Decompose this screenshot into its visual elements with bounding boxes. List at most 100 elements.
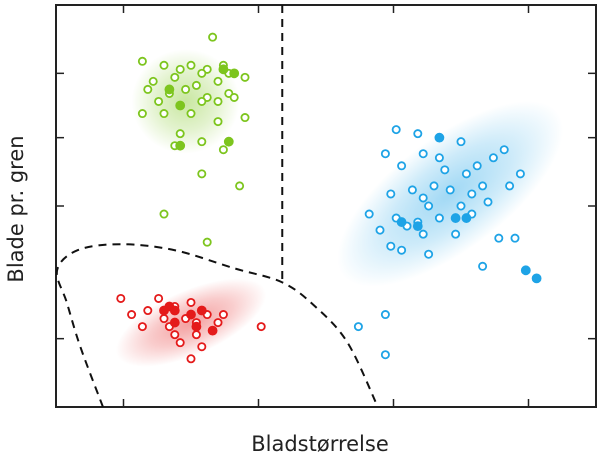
blue-point-filled-0 <box>434 132 445 143</box>
green-point-filled-3 <box>175 100 186 111</box>
blue-point-open-20 <box>515 169 525 179</box>
green-point-open-12 <box>213 76 223 86</box>
blue-point-open-22 <box>456 201 466 211</box>
blue-point-open-10 <box>440 165 450 175</box>
data-points <box>116 32 542 364</box>
green-point-open-1 <box>137 56 147 66</box>
blue-point-open-35 <box>386 241 396 251</box>
green-point-open-0 <box>208 32 218 42</box>
red-point-open-13 <box>213 318 223 328</box>
blue-point-open-34 <box>510 233 520 243</box>
x-axis-label: Bladstørrelse <box>251 432 389 456</box>
curved-boundary <box>56 243 379 407</box>
blue-point-open-16 <box>418 193 428 203</box>
blue-point-open-5 <box>434 153 444 163</box>
blue-point-open-32 <box>451 229 461 239</box>
blue-point-open-1 <box>413 129 423 139</box>
green-point-open-35 <box>159 209 169 219</box>
y-axis-label: Blade pr. gren <box>4 135 28 282</box>
blue-point-filled-2 <box>412 221 423 232</box>
blue-point-open-17 <box>467 189 477 199</box>
blue-point-open-12 <box>429 181 439 191</box>
blue-point-open-11 <box>461 169 471 179</box>
decision-boundaries <box>56 5 379 407</box>
green-point-open-23 <box>229 92 239 102</box>
blue-point-open-29 <box>375 225 385 235</box>
red-point-filled-5 <box>169 317 180 328</box>
green-point-open-13 <box>240 72 250 82</box>
blue-point-open-19 <box>505 181 515 191</box>
green-point-filled-1 <box>229 68 240 79</box>
green-point-open-29 <box>175 129 185 139</box>
green-point-open-36 <box>202 237 212 247</box>
green-point-open-19 <box>154 96 164 106</box>
green-point-open-10 <box>170 72 180 82</box>
blue-point-open-14 <box>445 185 455 195</box>
green-point-open-28 <box>240 113 250 123</box>
red-point-open-16 <box>191 330 201 340</box>
red-point-open-14 <box>256 322 266 332</box>
blue-point-filled-6 <box>531 273 542 284</box>
red-point-filled-2 <box>169 305 180 316</box>
blue-point-open-21 <box>424 201 434 211</box>
blue-point-filled-4 <box>461 213 472 223</box>
green-point-open-16 <box>181 84 191 94</box>
blue-point-open-24 <box>364 209 374 219</box>
blue-point-open-41 <box>380 350 390 360</box>
blue-point-open-6 <box>472 161 482 171</box>
green-point-open-33 <box>197 169 207 179</box>
red-point-open-6 <box>159 314 169 324</box>
blue-point-open-40 <box>353 322 363 332</box>
red-point-open-18 <box>175 338 185 348</box>
blue-point-open-0 <box>391 125 401 135</box>
blue-point-open-9 <box>397 161 407 171</box>
blue-point-open-13 <box>407 185 417 195</box>
green-point-open-21 <box>197 96 207 106</box>
blue-point-open-31 <box>418 229 428 239</box>
green-point-filled-5 <box>175 140 186 151</box>
green-point-open-6 <box>175 64 185 74</box>
blue-point-open-36 <box>424 249 434 259</box>
red-point-filled-4 <box>196 305 207 316</box>
green-point-open-7 <box>197 68 207 78</box>
green-point-open-25 <box>159 109 169 119</box>
red-point-open-19 <box>197 342 207 352</box>
blue-point-open-37 <box>397 245 407 255</box>
blue-point-open-4 <box>418 149 428 159</box>
blue-point-filled-3 <box>450 213 461 223</box>
red-point-open-20 <box>186 354 196 364</box>
red-point-open-15 <box>170 330 180 340</box>
red-point-open-10 <box>137 322 147 332</box>
red-point-open-0 <box>116 293 126 303</box>
cloud-green <box>131 49 240 154</box>
green-point-open-22 <box>213 96 223 106</box>
red-point-filled-3 <box>186 309 196 320</box>
red-point-filled-7 <box>207 325 218 336</box>
axis-ticks <box>56 5 596 407</box>
blue-point-open-38 <box>478 261 488 271</box>
green-point-open-26 <box>186 109 196 119</box>
blue-point-open-18 <box>478 181 488 191</box>
green-point-open-27 <box>213 117 223 127</box>
blue-point-filled-5 <box>520 265 531 276</box>
blue-point-open-3 <box>380 149 390 159</box>
green-point-open-11 <box>191 80 201 90</box>
blue-point-open-33 <box>494 233 504 243</box>
green-point-filled-2 <box>164 84 175 95</box>
green-point-filled-4 <box>223 136 234 147</box>
green-point-open-3 <box>186 60 196 70</box>
red-point-filled-6 <box>191 321 202 332</box>
blue-point-open-7 <box>499 145 509 155</box>
green-point-open-14 <box>143 84 153 94</box>
blue-point-open-23 <box>483 197 493 207</box>
green-point-open-30 <box>197 137 207 147</box>
blue-point-open-39 <box>380 310 390 320</box>
cloud-red <box>115 278 267 367</box>
green-point-open-2 <box>159 60 169 70</box>
red-point-open-1 <box>154 293 164 303</box>
blue-point-open-15 <box>386 189 396 199</box>
blue-point-open-2 <box>456 137 466 147</box>
red-point-open-5 <box>186 297 196 307</box>
green-point-filled-0 <box>218 64 229 75</box>
